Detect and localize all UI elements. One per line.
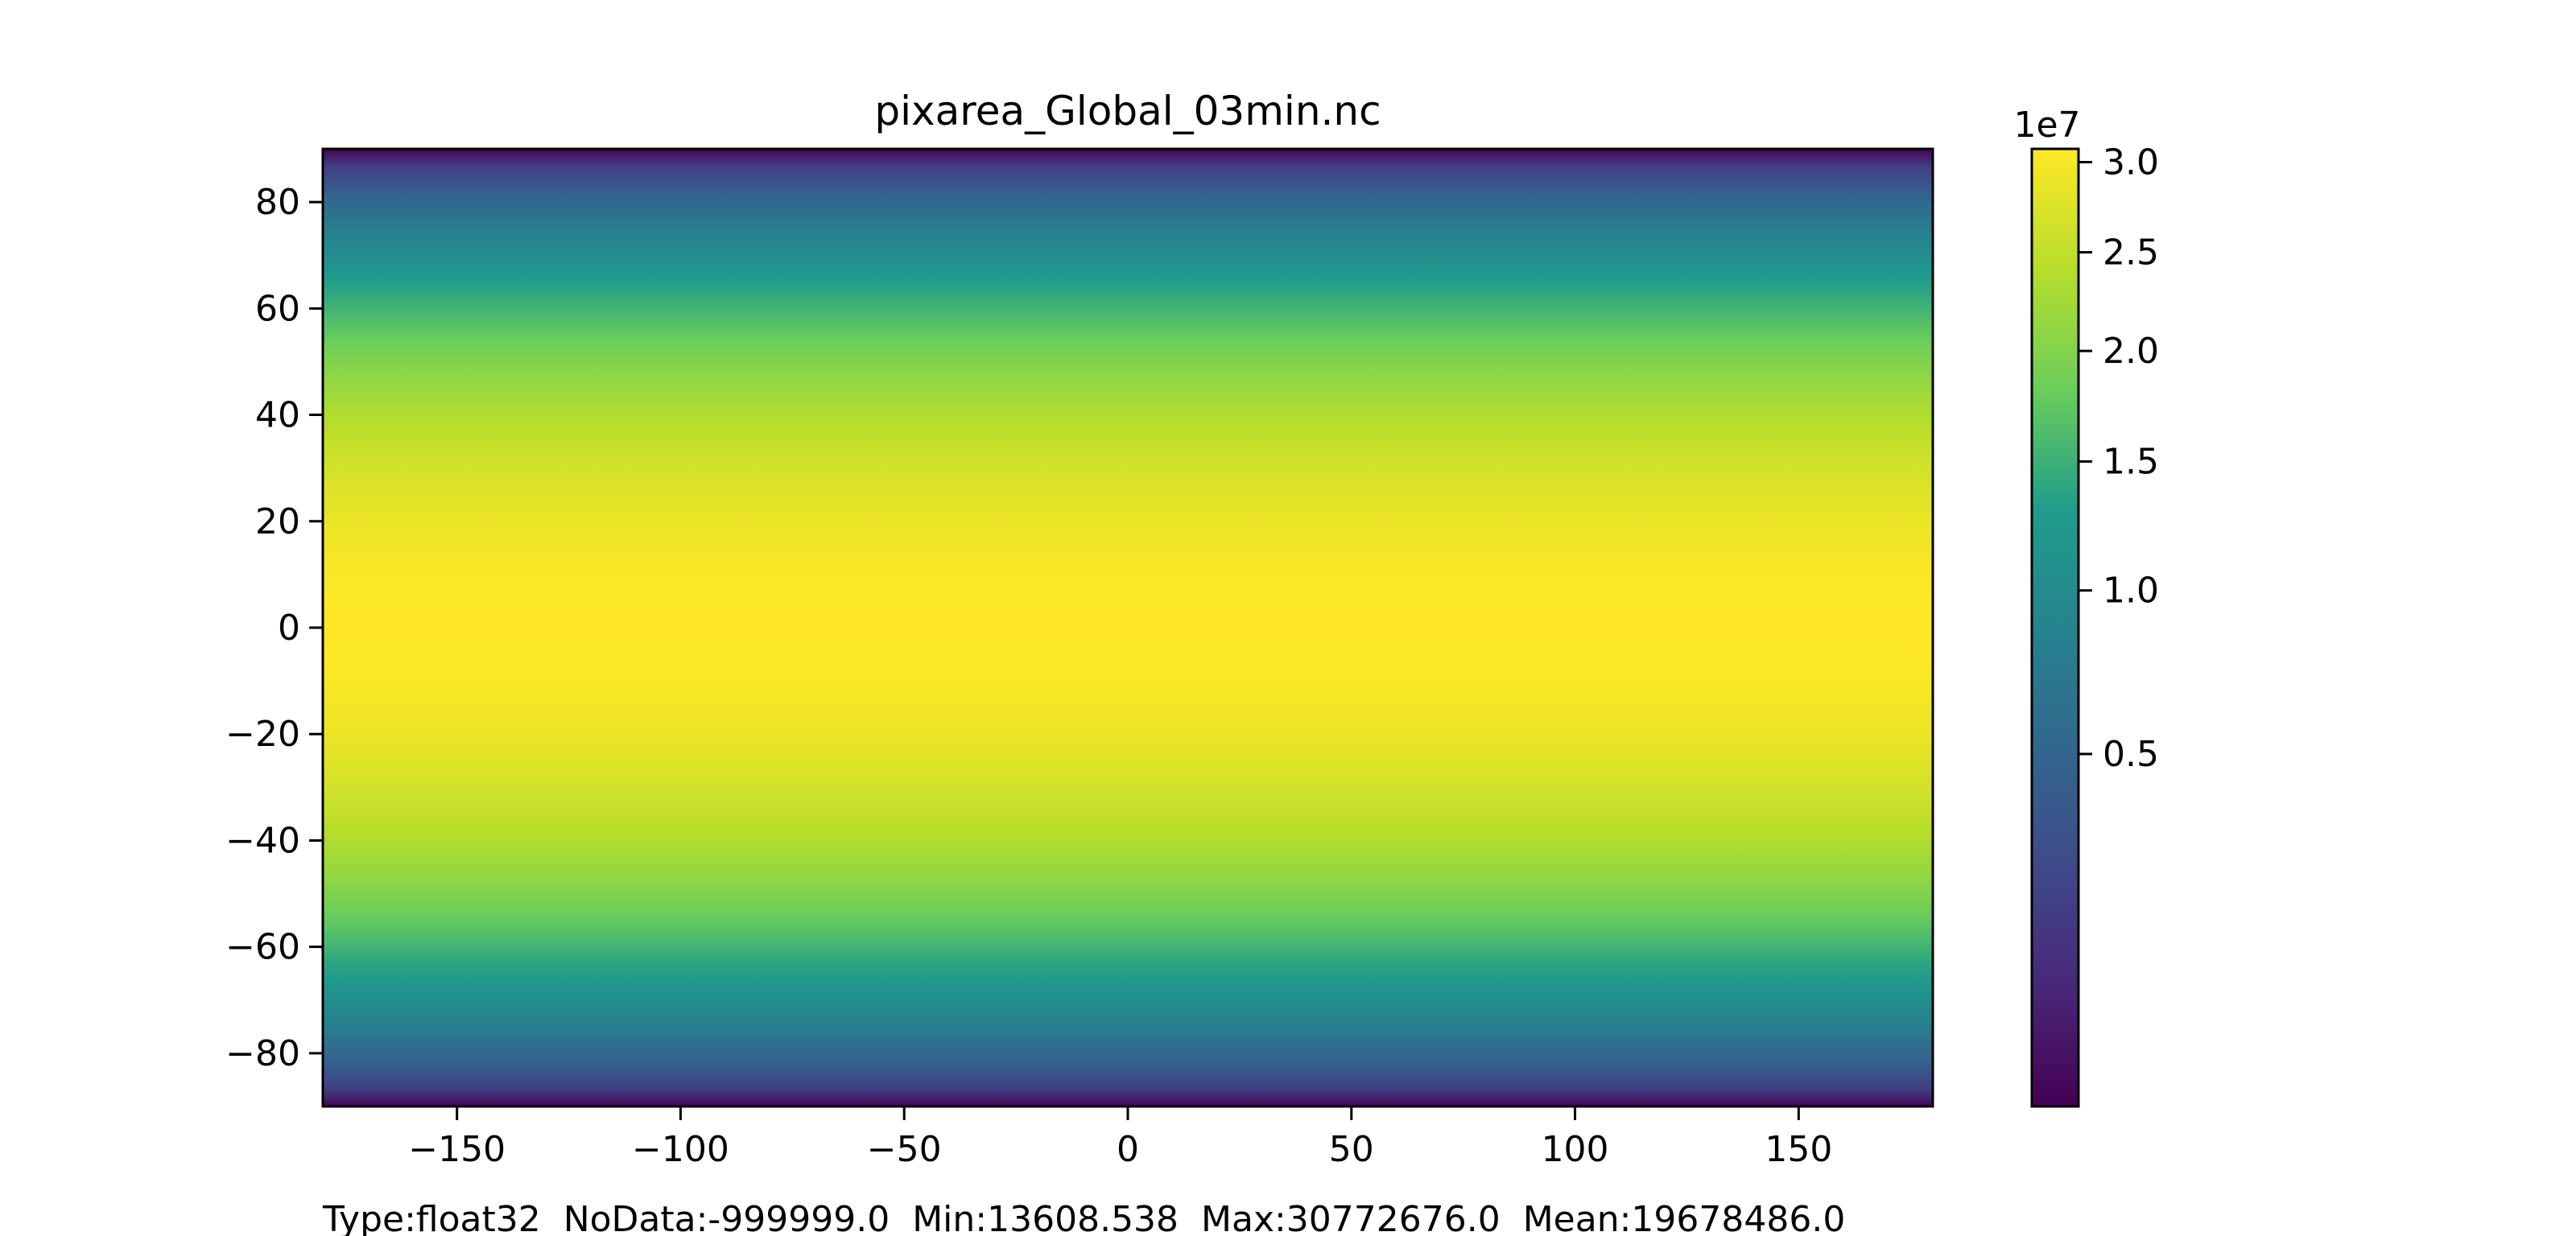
colorbar-tick-label: 2.0: [2103, 331, 2159, 372]
x-tick-label: 50: [1329, 1129, 1374, 1170]
x-tick-label: 100: [1542, 1129, 1609, 1170]
chart-title: pixarea_Global_03min.nc: [874, 88, 1381, 134]
colorbar-tick-label: 0.5: [2103, 734, 2159, 775]
y-tick-label: −80: [225, 1033, 300, 1074]
y-tick-label: 40: [255, 395, 300, 436]
x-tick-label: 150: [1765, 1129, 1832, 1170]
colorbar-multiplier-label: 1e7: [2013, 105, 2080, 146]
colorbar-tick-label: 1.5: [2103, 441, 2159, 482]
x-axis: −150 −100 −50 0 50 100 150: [408, 1106, 1832, 1170]
x-tick-label: −100: [632, 1129, 729, 1170]
y-tick-label: −40: [225, 820, 300, 861]
y-tick-label: 80: [255, 182, 300, 223]
colorbar: [2030, 147, 2080, 1108]
colorbar-tick-label: 1.0: [2103, 571, 2159, 612]
footer-stats: Type:float32 NoData:-999999.0 Min:13608.…: [322, 1199, 1845, 1236]
y-tick-label: −60: [225, 927, 300, 968]
y-tick-label: 0: [278, 608, 300, 649]
x-tick-label: −50: [867, 1129, 942, 1170]
y-tick-label: 20: [255, 501, 300, 542]
y-tick-label: 60: [255, 288, 300, 329]
heatmap-field: [323, 149, 1933, 1106]
colorbar-axis: 3.0 2.5 2.0 1.5 1.0 0.5: [2079, 142, 2159, 775]
colorbar-tick-label: 3.0: [2103, 142, 2159, 183]
x-tick-label: −150: [408, 1129, 506, 1170]
x-tick-label: 0: [1117, 1129, 1139, 1170]
y-axis: 80 60 40 20 0 −20 −40 −60 −80: [225, 182, 323, 1074]
colorbar-tick-label: 2.5: [2103, 232, 2159, 273]
y-tick-label: −20: [225, 714, 300, 755]
